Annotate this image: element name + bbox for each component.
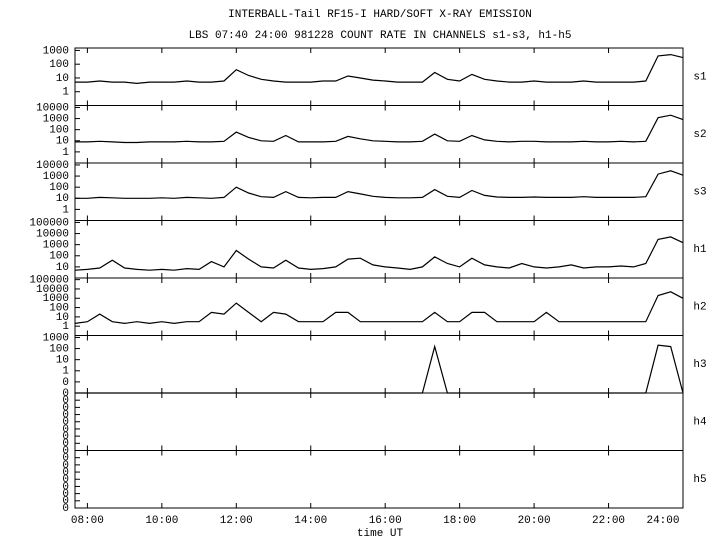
- panel-name: s3: [693, 187, 706, 199]
- y-tick-label: 100000: [29, 275, 69, 287]
- data-line: [75, 236, 684, 271]
- y-tick-label: 1: [62, 204, 69, 216]
- panel-frame: [74, 105, 684, 164]
- y-tick-label: 10000: [36, 102, 69, 114]
- y-tick-label: 0: [62, 402, 69, 414]
- panel-frame: [74, 277, 684, 336]
- y-tick-label: 100: [49, 59, 69, 71]
- panel-name: h4: [693, 417, 707, 429]
- y-tick-label: 1000: [43, 171, 69, 183]
- x-tick-label: 18:00: [443, 515, 476, 527]
- y-tick-label: 1: [62, 321, 69, 333]
- x-tick-label: 14:00: [294, 515, 327, 527]
- y-tick-label: 10: [56, 193, 69, 205]
- panel-name: h2: [693, 302, 706, 314]
- y-tick-label: 1000: [43, 240, 69, 252]
- x-tick-label: 08:00: [71, 515, 104, 527]
- chart-title: INTERBALL-Tail RF15-I HARD/SOFT X-RAY EM…: [228, 9, 532, 21]
- y-tick-label: 0: [62, 424, 69, 436]
- y-tick-label: 0: [62, 503, 69, 515]
- y-tick-label: 0: [62, 388, 69, 400]
- y-tick-label: 100: [49, 343, 69, 355]
- data-line: [75, 291, 684, 325]
- y-tick-label: 100: [49, 251, 69, 263]
- y-tick-label: 1: [62, 147, 69, 159]
- data-line: [75, 114, 684, 144]
- data-line: [75, 170, 684, 199]
- y-tick-label: 100: [49, 182, 69, 194]
- panel-name: h5: [693, 474, 706, 486]
- y-tick-label: 1000: [43, 332, 69, 344]
- panel-frame: [74, 335, 684, 394]
- panel-frame: [74, 47, 684, 106]
- y-tick-label: 0: [62, 377, 69, 389]
- y-tick-label: 0: [62, 445, 69, 457]
- y-tick-label: 10: [56, 136, 69, 148]
- y-tick-label: 0: [62, 438, 69, 450]
- y-tick-label: 0: [62, 431, 69, 443]
- y-tick-label: 100000: [29, 217, 69, 229]
- y-tick-label: 1: [62, 87, 69, 99]
- y-tick-label: 0: [62, 460, 69, 472]
- data-line: [75, 53, 684, 85]
- x-tick-label: 16:00: [369, 515, 402, 527]
- x-tick-label: 22:00: [592, 515, 625, 527]
- y-tick-label: 10: [56, 312, 69, 324]
- y-tick-label: 0: [62, 409, 69, 421]
- y-tick-label: 0: [62, 467, 69, 479]
- panel-frame: [74, 162, 684, 221]
- x-tick-label: 24:00: [646, 515, 679, 527]
- panel-name: s2: [693, 129, 706, 141]
- y-tick-label: 10: [56, 73, 69, 85]
- y-tick-label: 0: [62, 474, 69, 486]
- panel-name: s1: [693, 72, 707, 84]
- y-tick-label: 10: [56, 262, 69, 274]
- y-tick-label: 10000: [36, 160, 69, 172]
- panel-name: h3: [693, 359, 706, 371]
- y-tick-label: 10000: [36, 284, 69, 296]
- x-tick-label: 20:00: [518, 515, 551, 527]
- y-tick-label: 100: [49, 302, 69, 314]
- panel-name: h1: [693, 244, 707, 256]
- y-tick-label: 1: [62, 366, 69, 378]
- y-tick-label: 1000: [43, 45, 69, 57]
- y-tick-label: 0: [62, 489, 69, 501]
- panel-frame: [74, 450, 684, 509]
- x-tick-label: 10:00: [145, 515, 178, 527]
- y-tick-label: 1000: [43, 293, 69, 305]
- x-tick-label: 12:00: [220, 515, 253, 527]
- y-tick-label: 0: [62, 395, 69, 407]
- y-tick-label: 10000: [36, 228, 69, 240]
- y-tick-label: 0: [62, 496, 69, 508]
- y-tick-label: 0: [62, 453, 69, 465]
- data-line: [75, 344, 684, 394]
- panel-frame: [74, 392, 684, 451]
- y-tick-label: 10: [56, 355, 69, 367]
- y-tick-label: 0: [62, 481, 69, 493]
- y-tick-label: 100: [49, 125, 69, 137]
- chart-subtitle: LBS 07:40 24:00 981228 COUNT RATE IN CHA…: [189, 30, 572, 42]
- y-tick-label: 1000: [43, 113, 69, 125]
- x-axis-label: time UT: [357, 528, 404, 540]
- y-tick-label: 0: [62, 417, 69, 429]
